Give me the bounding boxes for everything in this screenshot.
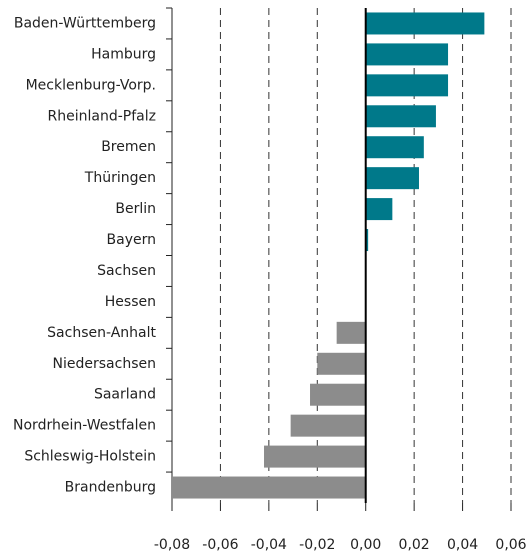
x-tick-label: 0,04 [447, 537, 478, 553]
bar [365, 229, 369, 252]
bar [290, 414, 366, 437]
x-tick-label: -0,02 [299, 537, 335, 553]
y-tick-label: Schleswig-Holstein [24, 449, 156, 465]
bar [365, 12, 485, 35]
bar [336, 321, 366, 344]
y-tick-label: Thüringen [84, 170, 156, 186]
bar [365, 43, 449, 66]
y-tick-label: Hessen [105, 294, 156, 310]
bar [264, 445, 366, 468]
y-tick-label: Saarland [94, 387, 156, 403]
y-tick-label: Berlin [115, 201, 156, 217]
y-tick-label: Sachsen [97, 263, 156, 279]
x-tick-label: -0,04 [251, 537, 287, 553]
bar [317, 352, 366, 375]
bar [365, 105, 436, 128]
y-tick-label: Mecklenburg-Vorp. [26, 77, 156, 93]
y-tick-label: Bayern [107, 232, 156, 248]
bar [365, 167, 419, 190]
y-tick-label: Nordrhein-Westfalen [13, 418, 156, 434]
y-tick-label: Brandenburg [65, 480, 156, 496]
y-tick-label: Bremen [101, 139, 156, 155]
x-tick-label: 0,02 [399, 537, 430, 553]
x-tick-label: -0,06 [202, 537, 238, 553]
bar [365, 136, 424, 159]
bar [310, 383, 366, 406]
y-tick-label: Sachsen-Anhalt [47, 325, 156, 341]
bar [365, 74, 449, 97]
y-tick-label: Niedersachsen [53, 356, 156, 372]
bar [172, 476, 366, 499]
y-tick-label: Rheinland-Pfalz [48, 108, 156, 124]
x-tick-label: 0,06 [495, 537, 526, 553]
x-tick-label: -0,08 [154, 537, 190, 553]
x-tick-label: 0,00 [350, 537, 381, 553]
y-tick-label: Baden-Württemberg [14, 15, 156, 31]
y-tick-label: Hamburg [91, 46, 156, 62]
bar [365, 198, 393, 221]
